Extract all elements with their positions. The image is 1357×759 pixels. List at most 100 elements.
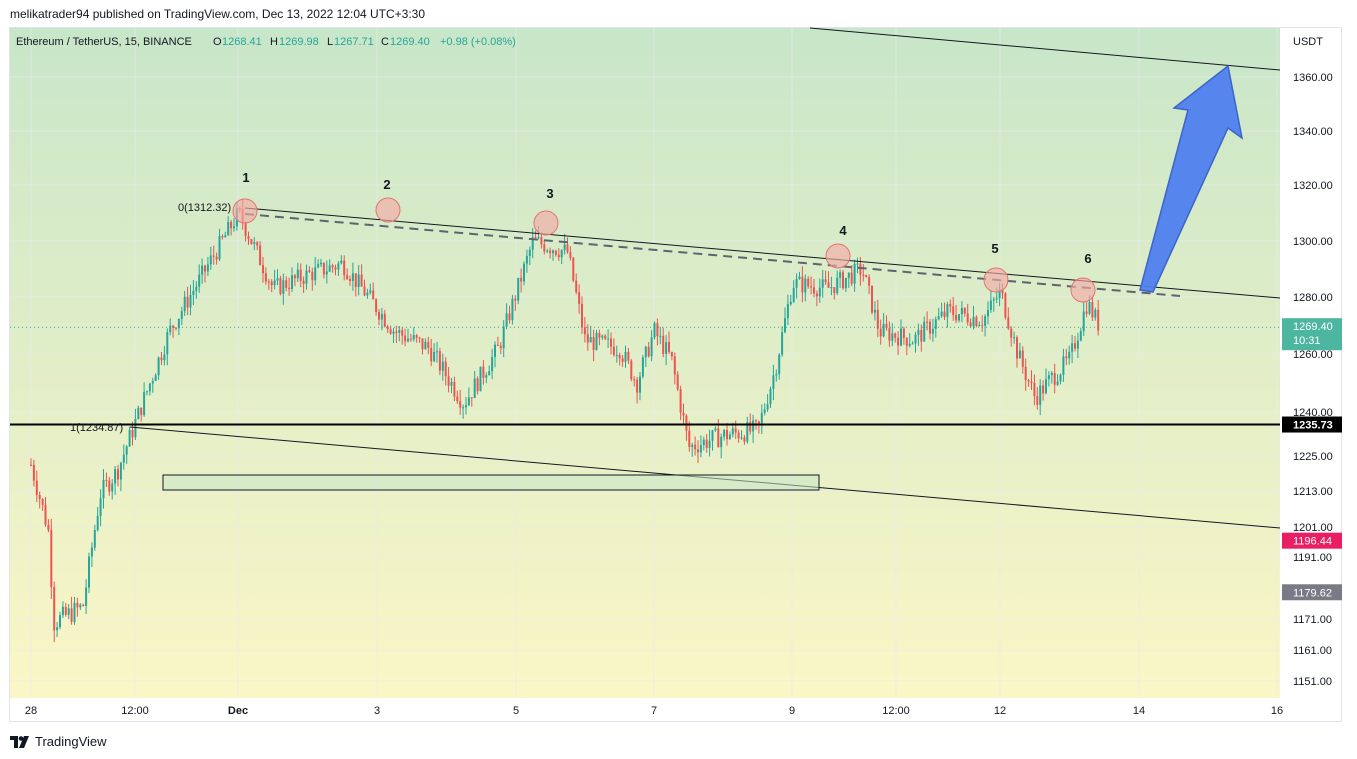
candle-body bbox=[424, 341, 427, 350]
candle-body bbox=[989, 300, 992, 311]
candle-body bbox=[378, 311, 380, 320]
candle-body bbox=[212, 255, 215, 257]
candle-body bbox=[659, 335, 662, 337]
candle-body bbox=[401, 330, 404, 336]
candle-body bbox=[259, 245, 262, 266]
candle-body bbox=[581, 303, 583, 328]
candle-body bbox=[592, 337, 595, 350]
candle-body bbox=[612, 346, 615, 355]
publish-note: melikatrader94 published on TradingView.… bbox=[10, 7, 426, 21]
candle-body bbox=[82, 604, 85, 606]
price-badge-label: 1235.73 bbox=[1293, 420, 1333, 432]
candle-body bbox=[256, 242, 259, 246]
candle-body bbox=[583, 327, 586, 335]
candle-body bbox=[952, 306, 955, 316]
y-tick-label: 1225.00 bbox=[1293, 451, 1333, 463]
candle-body bbox=[737, 432, 740, 439]
demand-zone-box bbox=[162, 474, 820, 491]
candle-body bbox=[775, 374, 778, 376]
candle-body bbox=[119, 462, 122, 480]
candle-body bbox=[958, 314, 960, 321]
candle-body bbox=[926, 321, 929, 323]
candle-body bbox=[395, 331, 398, 333]
candle-body bbox=[195, 286, 198, 291]
candle-body bbox=[1091, 301, 1094, 318]
candle-body bbox=[882, 323, 885, 337]
candle-body bbox=[911, 343, 914, 345]
candle-body bbox=[653, 323, 656, 338]
candle-body bbox=[566, 244, 569, 253]
candle-body bbox=[496, 344, 499, 346]
candle-body bbox=[717, 428, 720, 448]
candle-body bbox=[804, 278, 807, 293]
candle-body bbox=[122, 454, 125, 463]
candle-body bbox=[998, 288, 1001, 299]
candle-body bbox=[1033, 382, 1036, 397]
candle-body bbox=[647, 346, 650, 357]
candle-body bbox=[485, 375, 488, 378]
close-value: 1269.40 bbox=[390, 36, 430, 48]
candle-body bbox=[1056, 381, 1059, 385]
candle-body bbox=[633, 379, 636, 381]
candle-body bbox=[143, 392, 146, 416]
candle-body bbox=[853, 263, 856, 284]
candle-body bbox=[525, 255, 528, 264]
candle-body bbox=[662, 335, 665, 354]
candle-body bbox=[175, 327, 177, 329]
candle-body bbox=[93, 529, 96, 548]
candle-body bbox=[937, 316, 940, 320]
candle-body bbox=[163, 354, 166, 361]
candle-body bbox=[117, 469, 119, 480]
candle-body bbox=[1004, 293, 1007, 318]
tradingview-brand[interactable]: TradingView bbox=[10, 734, 107, 749]
candle-body bbox=[604, 335, 607, 339]
candle-body bbox=[482, 366, 485, 378]
candle-body bbox=[354, 273, 357, 287]
candle-body bbox=[769, 388, 772, 405]
candle-body bbox=[438, 351, 441, 371]
candle-body bbox=[760, 412, 763, 424]
candle-body bbox=[755, 420, 757, 422]
projection-arrow bbox=[1139, 64, 1244, 293]
candle-body bbox=[462, 407, 465, 409]
candle-body bbox=[218, 236, 221, 260]
candle-body bbox=[624, 351, 627, 362]
x-tick-label: 3 bbox=[374, 705, 380, 717]
candle-body bbox=[676, 374, 679, 390]
candle-body bbox=[111, 483, 114, 492]
candle-body bbox=[262, 265, 264, 274]
candle-body bbox=[1082, 311, 1085, 332]
candle-body bbox=[511, 298, 514, 321]
y-tick-label: 1201.00 bbox=[1293, 522, 1333, 534]
candle-body bbox=[1079, 331, 1082, 341]
candle-body bbox=[47, 524, 50, 531]
candle-body bbox=[1059, 374, 1062, 382]
candle-body bbox=[824, 279, 827, 283]
y-tick-label: 1260.00 bbox=[1293, 349, 1333, 361]
candle-body bbox=[90, 547, 93, 557]
candle-body bbox=[586, 334, 589, 343]
candle-body bbox=[514, 298, 517, 301]
candle-body bbox=[543, 244, 546, 252]
touch-point-label: 6 bbox=[1084, 251, 1091, 266]
candle-body bbox=[427, 341, 430, 348]
candle-body bbox=[523, 263, 525, 282]
candle-body bbox=[955, 315, 958, 321]
candle-body bbox=[61, 606, 64, 616]
x-tick-label: 9 bbox=[789, 705, 795, 717]
candle-body bbox=[230, 221, 233, 229]
candle-body bbox=[897, 337, 900, 346]
candle-body bbox=[844, 277, 847, 289]
candle-body bbox=[102, 479, 105, 499]
candle-body bbox=[50, 530, 53, 588]
candle-body bbox=[763, 409, 766, 413]
candle-body bbox=[984, 316, 987, 326]
candle-body bbox=[1001, 288, 1004, 294]
candle-body bbox=[389, 329, 392, 334]
candle-body bbox=[943, 311, 946, 317]
candle-body bbox=[589, 337, 592, 343]
candle-body bbox=[781, 332, 784, 355]
open-label: O bbox=[213, 36, 222, 48]
candle-body bbox=[621, 358, 624, 362]
